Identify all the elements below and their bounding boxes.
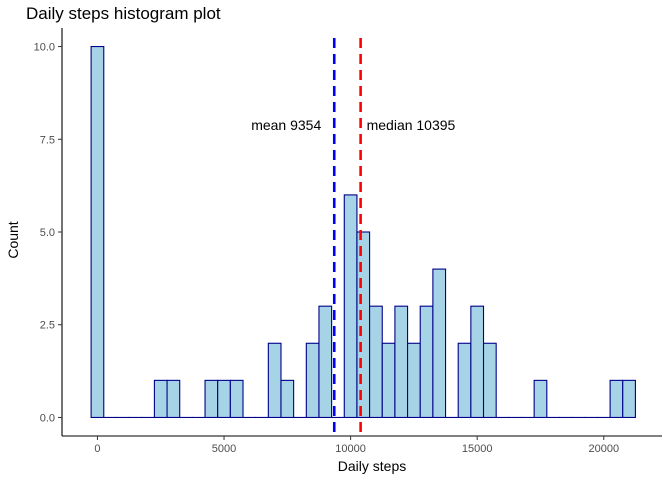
chart-title: Daily steps histogram plot bbox=[26, 4, 221, 23]
histogram-bar bbox=[153, 379, 168, 419]
histogram-bar bbox=[305, 342, 320, 419]
histogram-bar bbox=[407, 342, 421, 419]
histogram-bar bbox=[318, 305, 333, 419]
median-label: median 10395 bbox=[367, 117, 456, 133]
histogram-bar bbox=[217, 379, 231, 419]
histogram-bar bbox=[267, 342, 282, 419]
x-tick-label: 20000 bbox=[588, 443, 619, 455]
y-tick-label: 0.0 bbox=[40, 412, 55, 424]
y-axis-ticks: 0.0 2.5 5.0 7.5 10.0 bbox=[34, 42, 62, 424]
histogram-bar bbox=[343, 194, 358, 419]
histogram-bar bbox=[419, 305, 434, 419]
reference-lines bbox=[332, 38, 362, 436]
x-axis-label: Daily steps bbox=[338, 458, 406, 474]
histogram-bar bbox=[204, 379, 219, 419]
histogram-bar bbox=[166, 379, 181, 419]
histogram-bar bbox=[457, 342, 472, 419]
x-tick-label: 10000 bbox=[335, 443, 366, 455]
histogram-bar bbox=[381, 342, 396, 419]
histogram-bar bbox=[533, 379, 548, 419]
histogram-bar bbox=[280, 379, 295, 419]
y-tick-label: 10.0 bbox=[34, 42, 55, 54]
y-tick-label: 7.5 bbox=[40, 134, 55, 146]
histogram-bar bbox=[90, 45, 105, 419]
histogram-bar bbox=[609, 379, 624, 419]
histogram-bar bbox=[622, 379, 636, 419]
x-tick-label: 0 bbox=[94, 443, 100, 455]
histogram-bar bbox=[470, 305, 485, 419]
histogram-bar bbox=[432, 268, 447, 419]
x-tick-label: 5000 bbox=[212, 443, 236, 455]
mean-label: mean 9354 bbox=[251, 117, 321, 133]
y-tick-label: 5.0 bbox=[40, 227, 55, 239]
histogram-bar bbox=[369, 305, 383, 419]
histogram-bar bbox=[394, 305, 409, 419]
histogram-bar bbox=[482, 342, 497, 419]
annotation-labels: mean 9354 median 10395 bbox=[251, 117, 455, 133]
x-tick-label: 15000 bbox=[462, 443, 493, 455]
histogram-bar bbox=[229, 379, 244, 419]
y-tick-label: 2.5 bbox=[40, 320, 55, 332]
x-axis-ticks: 0 5000 10000 15000 20000 bbox=[94, 436, 619, 455]
histogram-bars bbox=[90, 45, 636, 419]
histogram-bar bbox=[356, 231, 371, 419]
y-axis-label: Count bbox=[5, 221, 21, 258]
